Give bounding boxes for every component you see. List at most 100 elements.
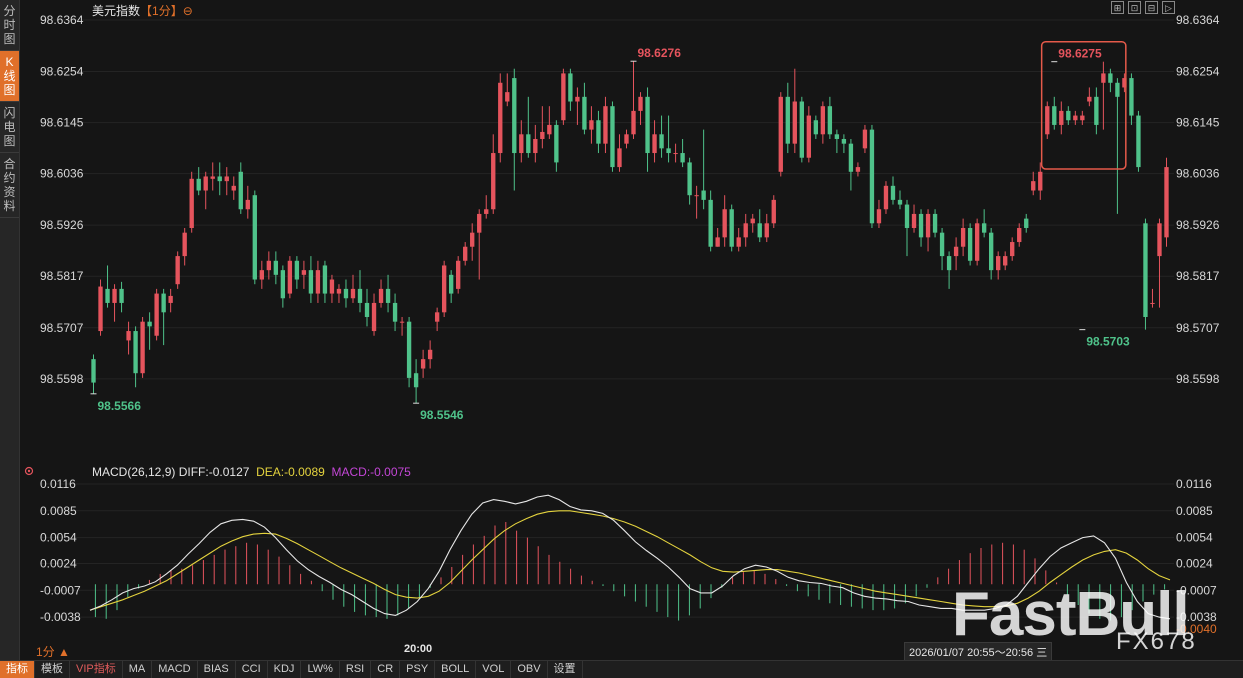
sidebar-item-flash-chart[interactable]: 闪电图 [0, 102, 19, 153]
candle-body [1052, 106, 1057, 125]
time-axis-tick: 20:00 [404, 643, 433, 655]
watermark-code: FX678 [1116, 628, 1197, 655]
toolbar-item-10[interactable]: CR [371, 661, 401, 678]
candle-body [420, 359, 426, 369]
toolbar-item-9[interactable]: RSI [340, 661, 372, 678]
candle-body [133, 331, 138, 374]
candle-body [385, 288, 391, 303]
candle-body [596, 120, 601, 144]
candle-body [484, 209, 489, 214]
candle-body [238, 171, 243, 210]
toolbar-item-7[interactable]: KDJ [268, 661, 302, 678]
watermark-brand: FastBull [952, 580, 1190, 649]
candle-body [456, 260, 461, 289]
candle-body [981, 223, 987, 233]
candle-body [575, 96, 580, 102]
candle-body [694, 195, 699, 197]
candle-body [568, 73, 573, 102]
candle-body [1157, 223, 1162, 257]
candle-body [659, 134, 664, 149]
candle-body [175, 256, 180, 285]
candle-body [224, 176, 229, 182]
toolbar-item-14[interactable]: OBV [511, 661, 548, 678]
candle-body [266, 260, 272, 271]
candle-body [687, 162, 692, 196]
minimize-icon[interactable]: ⊟ [1145, 1, 1158, 14]
candle-body [1129, 78, 1134, 116]
toolbar-item-15[interactable]: 设置 [548, 661, 583, 678]
toolbar-item-1[interactable]: 模板 [35, 661, 70, 678]
candle-body [932, 213, 938, 233]
candle-body [1059, 110, 1064, 125]
candle-body [862, 129, 868, 149]
candle-body [750, 218, 755, 224]
expand-icon[interactable]: ⊞ [1111, 1, 1124, 14]
price-tick-left: 98.5817 [40, 269, 84, 283]
macd-tick-left: -0.0007 [40, 583, 81, 597]
toolbar-item-2[interactable]: VIP指标 [70, 661, 123, 678]
macd-settings-icon[interactable] [24, 466, 34, 476]
candle-body [378, 288, 384, 303]
candle-body [834, 134, 840, 139]
toolbar-item-6[interactable]: CCI [236, 661, 268, 678]
candle-body [806, 115, 812, 158]
candle-body [876, 209, 882, 224]
sidebar-item-contract-info[interactable]: 合约资料 [0, 153, 19, 218]
macd-diff-value: DIFF:-0.0127 [178, 465, 250, 479]
sidebar-item-time-chart[interactable]: 分时图 [0, 0, 19, 51]
candle-body [329, 279, 335, 294]
candle-body [939, 232, 945, 257]
period-selector[interactable]: 1分 ▲ [36, 645, 70, 659]
toolbar-item-12[interactable]: BOLL [435, 661, 477, 678]
play-icon[interactable]: ▷ [1162, 1, 1175, 14]
candle-body [904, 204, 910, 228]
macd-chart[interactable]: 0.0116 0.0116 0.0085 0.0085 0.0054 0.0054 0.00… [20, 460, 1243, 640]
timeframe-tag[interactable]: 【1分】 [140, 4, 183, 18]
toolbar-item-13[interactable]: VOL [476, 661, 512, 678]
candle-body [350, 288, 356, 299]
candle-body [701, 190, 706, 200]
candle-body [666, 148, 671, 154]
candle-body [996, 256, 1001, 271]
macd-tick-left: 0.0116 [40, 477, 76, 491]
candle-body [1150, 302, 1155, 304]
macd-tick-right: 0.0054 [1176, 531, 1213, 545]
candle-body [1094, 96, 1099, 125]
candle-body [357, 288, 363, 303]
candle-body [533, 138, 538, 154]
toolbar-item-5[interactable]: BIAS [198, 661, 236, 678]
candle-body [1101, 73, 1106, 83]
candle-body [953, 246, 959, 257]
toolbar-item-8[interactable]: LW% [301, 661, 340, 678]
price-grid [40, 19, 1174, 380]
candle-body [757, 223, 762, 238]
macd-tick-left: 0.0024 [40, 557, 77, 571]
settings-icon[interactable]: ⊖ [182, 4, 193, 18]
candle-body [883, 185, 889, 210]
macd-histogram [94, 522, 1166, 621]
macd-tick-left: 0.0054 [40, 531, 77, 545]
price-tick-left: 98.5707 [40, 321, 84, 335]
candle-body [638, 96, 643, 111]
candle-body [98, 286, 103, 332]
macd-dea-value: DEA:-0.0089 [256, 465, 325, 479]
candle-body [582, 96, 587, 130]
candle-body [764, 223, 769, 238]
price-tick-right: 98.5598 [1176, 372, 1220, 386]
sidebar-item-kline-chart[interactable]: K线图 [0, 51, 19, 102]
toolbar-item-11[interactable]: PSY [400, 661, 436, 678]
macd-lines [89, 494, 1171, 620]
candle-body [301, 270, 307, 275]
candle-body [1066, 110, 1071, 121]
candle-body [1073, 115, 1078, 121]
candle-body [848, 143, 854, 172]
toolbar-item-0[interactable]: 指标 [0, 661, 35, 678]
price-chart[interactable]: 98.6364 98.6364 98.6254 98.6254 98.6145 98.61… [20, 0, 1243, 460]
toolbar-item-4[interactable]: MACD [152, 661, 198, 678]
restore-icon[interactable]: ⊡ [1128, 1, 1141, 14]
candle-body [308, 270, 314, 294]
candle-body [512, 78, 517, 154]
candle-body [371, 302, 377, 332]
toolbar-item-3[interactable]: MA [123, 661, 153, 678]
candle-body [988, 232, 994, 271]
